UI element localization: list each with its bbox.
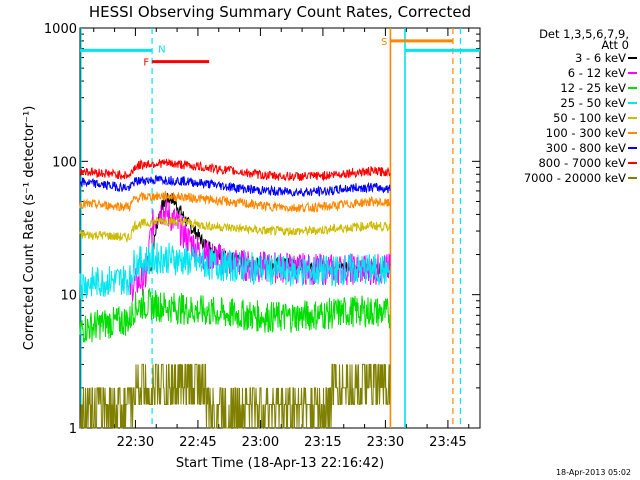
- x-tick-label: 23:15: [304, 435, 341, 450]
- legend-entry-label: 100 - 300 keV: [546, 126, 626, 140]
- saa-flag-label: S: [381, 37, 387, 48]
- x-tick-label: 23:00: [242, 435, 279, 450]
- x-tick-label: 22:30: [117, 435, 154, 450]
- series-trace-3: [79, 287, 391, 343]
- flare-flag-label: F: [143, 58, 149, 69]
- plot-frame: [79, 27, 481, 429]
- y-tick-label: 1: [69, 422, 77, 437]
- series-trace-6: [79, 190, 391, 214]
- legend-entry-label: 25 - 50 keV: [560, 96, 626, 110]
- legend-entry-label: 50 - 100 keV: [553, 111, 626, 125]
- series-trace-7: [79, 174, 391, 197]
- legend-entry-label: 6 - 12 keV: [568, 66, 626, 80]
- series-trace-5: [79, 215, 391, 243]
- x-tick-label: 23:45: [429, 435, 466, 450]
- chart-title: HESSI Observing Summary Count Rates, Cor…: [89, 3, 471, 21]
- footer-date: 18-Apr-2013 05:02: [556, 468, 631, 477]
- series-trace-9: [80, 363, 391, 429]
- x-tick-label: 23:30: [367, 435, 404, 450]
- x-tick-label: 22:45: [179, 435, 216, 450]
- legend-entry-label: 3 - 6 keV: [575, 51, 626, 65]
- night-flag-label: N: [158, 44, 165, 55]
- series-trace-4: [79, 242, 391, 300]
- legend-header: Att 0: [601, 38, 629, 52]
- series-layer: [79, 158, 391, 429]
- legend-entry-label: 800 - 7000 keV: [538, 156, 626, 170]
- y-tick-label: 10: [60, 289, 77, 304]
- x-axis-label: Start Time (18-Apr-13 22:16:42): [176, 456, 384, 471]
- y-tick-label: 1000: [44, 22, 77, 37]
- legend-entry-label: 12 - 25 keV: [560, 81, 626, 95]
- legend-entry-label: 7000 - 20000 keV: [524, 171, 626, 185]
- y-tick-label: 100: [52, 155, 77, 170]
- y-axis-label: Corrected Count Rate (s⁻¹ detector⁻¹): [22, 106, 37, 351]
- legend-entry-label: 300 - 800 keV: [546, 141, 626, 155]
- series-trace-8: [79, 158, 391, 182]
- legend-header: Det 1,3,5,6,7,9,: [539, 27, 629, 41]
